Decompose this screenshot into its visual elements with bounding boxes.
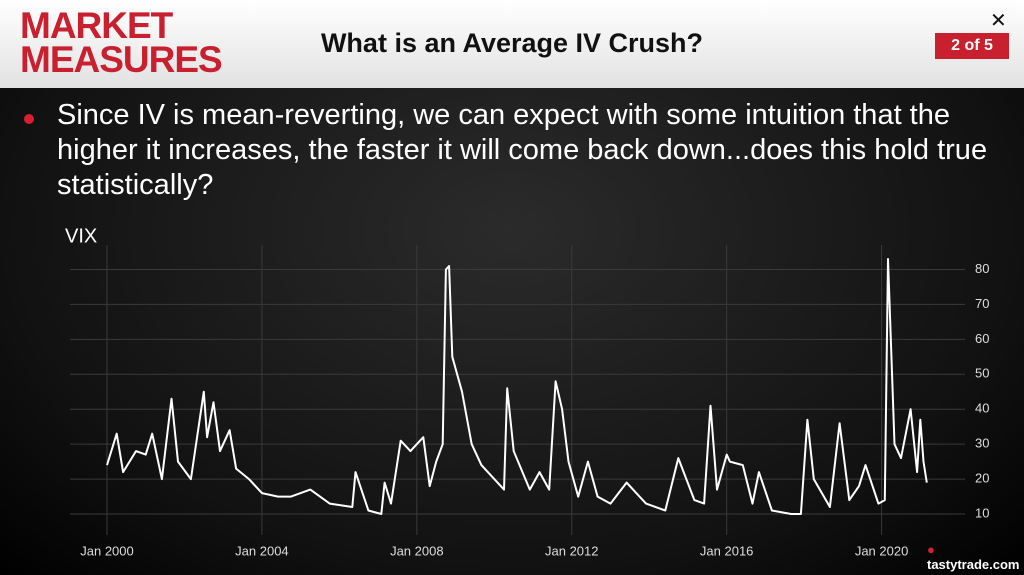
chart-title: VIX (65, 225, 97, 247)
x-tick-label: Jan 2004 (235, 543, 289, 558)
vix-line (106, 258, 928, 515)
logo: MARKET (20, 5, 173, 46)
y-tick-label: 10 (975, 505, 989, 520)
bullet-text: Since IV is mean-reverting, we can expec… (57, 99, 988, 201)
x-tick-label: Jan 2012 (545, 543, 599, 558)
x-tick-label: Jan 2008 (390, 543, 444, 558)
y-tick-label: 20 (975, 471, 989, 486)
footer-brand: ● tastytrade.com (927, 542, 1020, 572)
x-tick-label: Jan 2000 (80, 543, 134, 558)
y-tick-label: 50 (975, 366, 989, 381)
logo: MEASURES (20, 39, 223, 80)
y-tick-label: 30 (975, 436, 989, 451)
y-tick-label: 80 (975, 261, 989, 276)
footer-text: tastytrade.com (927, 557, 1020, 572)
y-tick-label: 60 (975, 331, 989, 346)
y-tick-label: 40 (975, 401, 989, 416)
slide-title: What is an Average IV Crush? (320, 28, 704, 58)
y-tick-label: 70 (975, 296, 989, 311)
x-tick-label: Jan 2016 (700, 543, 754, 558)
header: MARKET MEASURES What is an Average IV Cr… (0, 0, 1024, 88)
close-button[interactable]: ✕ (990, 10, 1007, 32)
bullet-dot (24, 114, 34, 124)
x-tick-label: Jan 2020 (855, 543, 909, 558)
page-indicator: 2 of 5 (935, 33, 1009, 59)
